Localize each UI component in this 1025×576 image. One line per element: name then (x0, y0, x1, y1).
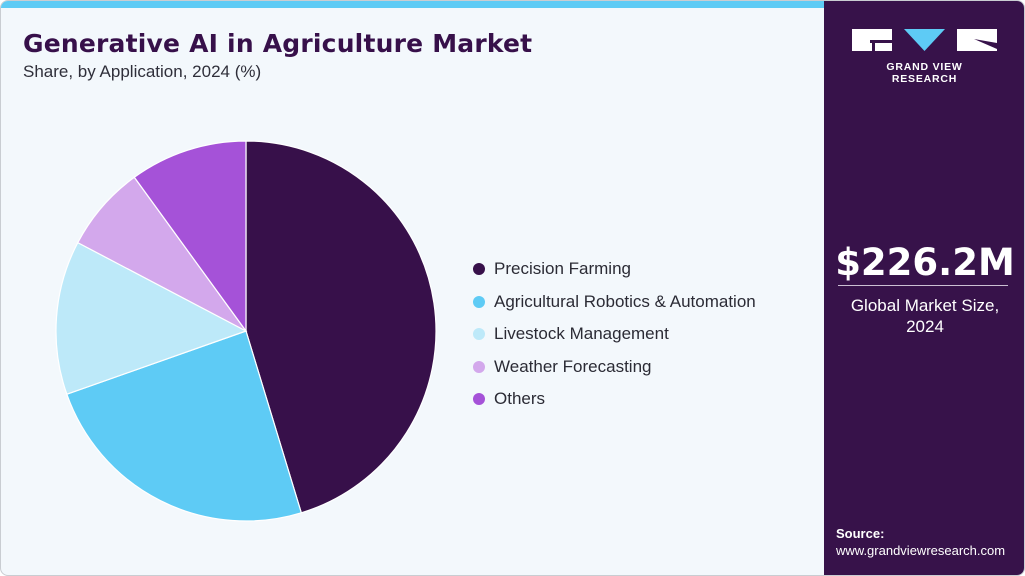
legend-dot-icon (473, 263, 485, 276)
pie-slice-agricultural-robotics-automation (66, 330, 303, 522)
legend-label: Livestock Management (494, 324, 669, 344)
source-heading: Source: (836, 526, 885, 541)
source-link[interactable]: www.grandviewresearch.com (836, 543, 1006, 558)
pie-chart (55, 140, 437, 522)
legend-item: Others (473, 383, 756, 416)
divider (838, 285, 1008, 286)
pie-slice-others (133, 140, 247, 333)
legend-dot-icon (473, 393, 485, 406)
legend-item: Agricultural Robotics & Automation (473, 286, 756, 319)
brand-name: GRAND VIEW RESEARCH (886, 61, 963, 85)
market-size-value: $226.2M (835, 241, 1015, 284)
legend-item: Livestock Management (473, 318, 756, 351)
legend-label: Precision Farming (494, 259, 631, 279)
legend-item: Weather Forecasting (473, 351, 756, 384)
legend-dot-icon (473, 360, 485, 373)
pie-slice-precision-farming (245, 140, 437, 514)
logo-mark-icon (852, 29, 997, 51)
legend: Precision Farming Agricultural Robotics &… (473, 253, 756, 416)
chart-subtitle: Share, by Application, 2024 (%) (23, 62, 262, 81)
legend-label: Weather Forecasting (494, 356, 652, 376)
pie-slice-livestock-management (55, 241, 248, 396)
legend-label: Agricultural Robotics & Automation (494, 291, 756, 311)
sidebar-panel: GRAND VIEW RESEARCH $226.2M Global Marke… (824, 1, 1024, 575)
gvr-logo: GRAND VIEW RESEARCH (852, 29, 997, 85)
legend-label: Others (494, 389, 546, 409)
market-size-label: Global Market Size, 2024 (850, 296, 1000, 336)
accent-bar (1, 1, 824, 8)
legend-dot-icon (473, 328, 485, 341)
legend-item: Precision Farming (473, 253, 756, 286)
chart-title: Generative AI in Agriculture Market (23, 29, 533, 58)
legend-dot-icon (473, 295, 485, 308)
